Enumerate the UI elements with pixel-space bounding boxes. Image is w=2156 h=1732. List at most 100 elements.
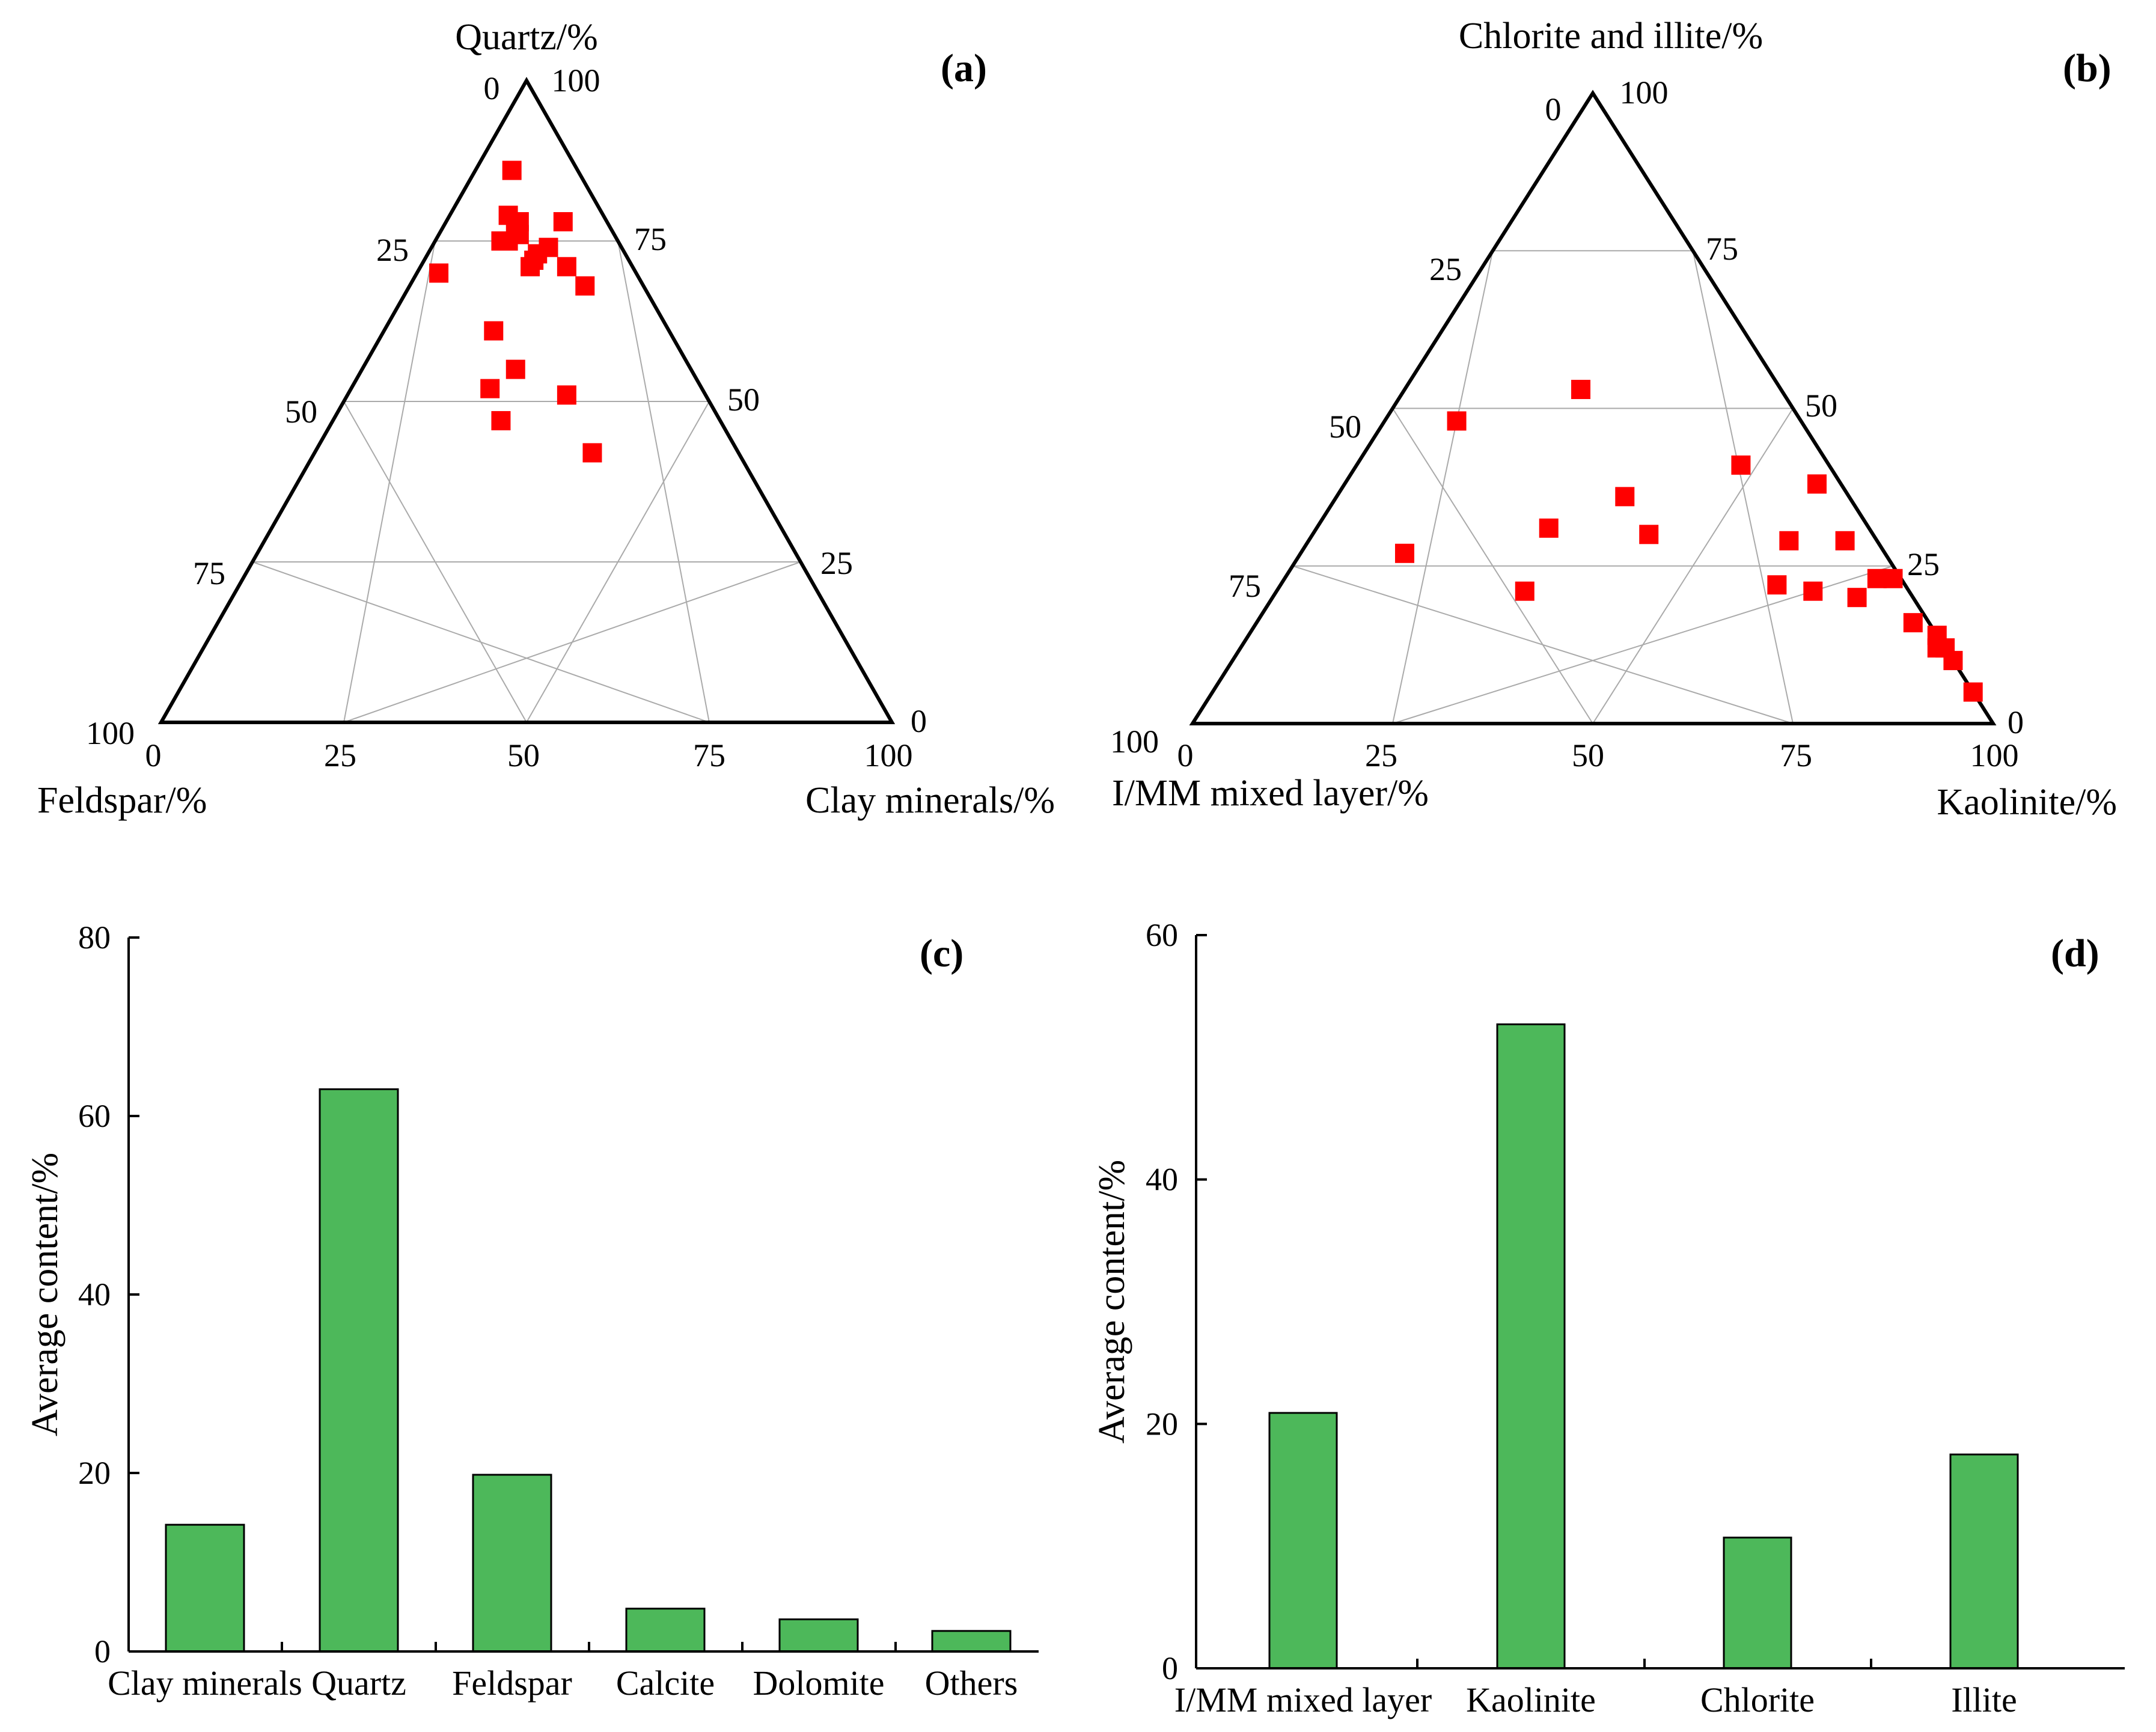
data-point	[1447, 411, 1467, 431]
ternary-frame-a	[157, 76, 896, 724]
data-point	[429, 263, 449, 283]
ternary-grid-a	[252, 240, 801, 723]
y-axis-title-d: Average content/%	[1092, 1160, 1132, 1444]
top-tick-label: 0	[484, 70, 500, 106]
data-point	[1779, 531, 1799, 550]
left-tick-label: 100	[1110, 724, 1159, 760]
y-tick-label: 20	[78, 1455, 111, 1491]
data-point	[557, 385, 576, 405]
right-tick-label: 0	[2008, 704, 2024, 740]
y-tick-label: 80	[78, 919, 111, 956]
right-tick-label: 25	[820, 545, 853, 581]
y-tick-label: 40	[1146, 1162, 1178, 1198]
data-point	[502, 160, 522, 180]
bottom-tick-label: 100	[864, 737, 913, 773]
ternary-chart-b: Chlorite and illite/% I/MM mixed layer/%…	[1110, 16, 2117, 823]
data-point	[553, 212, 573, 231]
left-tick-label: 25	[376, 232, 409, 268]
x-category-label: Illite	[1951, 1680, 2017, 1719]
x-category-label: Calcite	[616, 1663, 715, 1703]
data-point	[582, 443, 602, 463]
panel-label-d: (d)	[2051, 932, 2100, 975]
y-ticks-c: 0 20 40 60 80	[78, 919, 897, 1669]
bottom-tick-label: 0	[145, 737, 162, 773]
bars-d	[1268, 1023, 2019, 1669]
x-category-label: Kaolinite	[1466, 1680, 1596, 1719]
bottom-tick-label: 75	[693, 737, 725, 773]
data-point	[1835, 531, 1855, 550]
x-category-label: Dolomite	[753, 1663, 884, 1703]
data-point	[557, 257, 576, 276]
data-point	[1615, 487, 1635, 507]
data-point	[1963, 682, 1983, 702]
right-tick-label: 0	[911, 703, 927, 739]
data-point	[1807, 474, 1827, 494]
data-point	[1943, 651, 1963, 671]
bar	[319, 1088, 399, 1653]
bottom-tick-label: 75	[1780, 737, 1812, 773]
y-axis-title-c: Average content/%	[25, 1153, 66, 1436]
y-tick-label: 0	[1162, 1650, 1178, 1686]
data-point	[1539, 518, 1559, 538]
right-tick-label: 75	[634, 221, 667, 257]
bar	[1949, 1453, 2019, 1669]
bar	[472, 1474, 552, 1653]
top-axis-label-a: Quartz/%	[455, 17, 598, 58]
left-tick-label: 50	[285, 394, 317, 430]
data-point	[1883, 569, 1903, 588]
panel-label-c: (c)	[920, 932, 963, 975]
bottom-tick-label: 50	[1572, 737, 1604, 773]
data-point	[1847, 588, 1867, 608]
data-point	[1731, 455, 1751, 475]
top-tick-label: 100	[1620, 75, 1669, 111]
top-axis-label-b: Chlorite and illite/%	[1459, 16, 1763, 56]
bar-chart-c: 0 20 40 60 80 Clay minerals Quartz Feldspar Cal…	[25, 919, 1039, 1703]
data-point	[498, 231, 518, 251]
ternary-points-b	[1394, 380, 1983, 702]
left-tick-label: 75	[193, 555, 225, 591]
bar-chart-d: 0 20 40 60 I/MM mixed layer Kaolinite Chlorit…	[1092, 917, 2125, 1719]
bar	[931, 1630, 1012, 1653]
bottom-tick-label: 25	[324, 737, 356, 773]
panel-label-a: (a)	[941, 46, 987, 90]
x-categories-d: I/MM mixed layer Kaolinite Chlorite Illite	[1174, 1680, 2017, 1719]
y-tick-label: 20	[1146, 1406, 1178, 1442]
x-category-label: Clay minerals	[108, 1663, 302, 1703]
left-axis-label-a: Feldspar/%	[37, 780, 207, 821]
data-point	[575, 276, 595, 296]
data-point	[521, 257, 540, 276]
x-category-label: Quartz	[311, 1663, 406, 1703]
ternary-grid-b	[1292, 250, 1893, 724]
ternary-points-a	[429, 160, 602, 463]
bar	[625, 1608, 706, 1653]
x-category-label: Feldspar	[452, 1663, 572, 1703]
bar	[778, 1618, 859, 1653]
data-point	[1903, 613, 1923, 633]
ternary-frame-b	[1189, 90, 1997, 725]
x-category-label: I/MM mixed layer	[1174, 1680, 1432, 1719]
data-point	[1515, 581, 1535, 601]
left-tick-label: 75	[1229, 568, 1261, 604]
y-tick-label: 60	[78, 1098, 111, 1134]
data-point	[480, 379, 500, 398]
grid-line	[1292, 565, 1794, 724]
left-tick-label: 50	[1329, 409, 1361, 445]
right-axis-label-a: Clay minerals/%	[805, 780, 1055, 821]
top-tick-label: 0	[1545, 91, 1562, 127]
bars-c	[165, 1088, 1012, 1653]
y-tick-label: 0	[94, 1633, 111, 1669]
data-point	[1767, 575, 1787, 595]
right-tick-label: 25	[1907, 546, 1940, 582]
data-point	[1639, 525, 1659, 544]
x-categories-c: Clay minerals Quartz Feldspar Calcite Dolomi…	[108, 1663, 1018, 1703]
bar	[165, 1523, 245, 1653]
y-tick-label: 40	[78, 1276, 111, 1313]
grid-line	[1692, 251, 1794, 724]
left-tick-label: 100	[86, 715, 135, 751]
data-point	[1803, 581, 1823, 601]
grid-line	[343, 401, 527, 723]
data-point	[1394, 543, 1414, 563]
x-category-label: Chlorite	[1700, 1680, 1815, 1719]
bottom-tick-label: 50	[507, 737, 540, 773]
